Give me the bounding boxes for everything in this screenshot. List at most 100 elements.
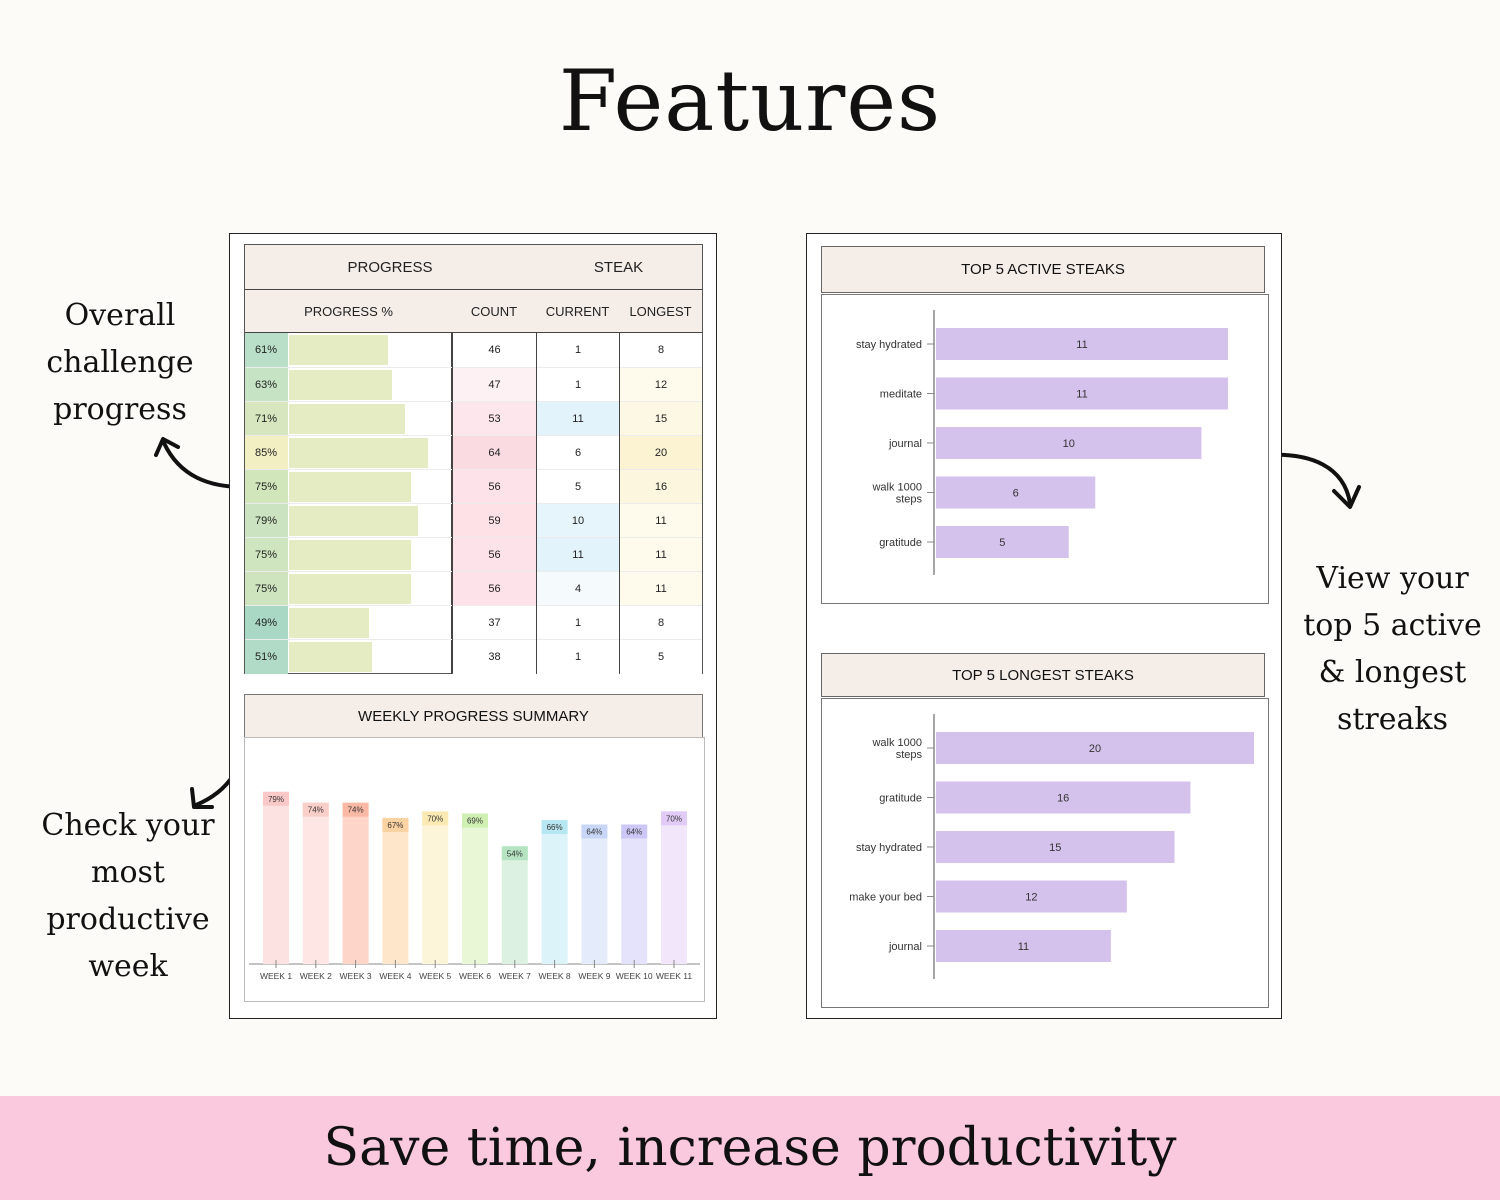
top-active-title: TOP 5 ACTIVE STEAKS xyxy=(821,246,1265,293)
progress-pct-cell: 71% xyxy=(245,402,288,436)
weekly-bar xyxy=(382,817,409,964)
weekly-tick-label: WEEK 8 xyxy=(539,971,571,981)
weekly-bar-label-bg xyxy=(263,791,289,806)
weekly-bar xyxy=(621,824,648,964)
header-count: COUNT xyxy=(452,290,536,332)
streak-bar xyxy=(936,732,1254,764)
table-row: 61% 46 1 8 xyxy=(245,333,702,367)
current-cell: 5 xyxy=(537,470,619,504)
longest-cell: 8 xyxy=(620,333,702,367)
progress-bar-cell xyxy=(288,402,452,436)
weekly-bar-label-bg xyxy=(621,824,648,839)
streak-category-label: journal xyxy=(888,438,922,450)
progress-panel: PROGRESS STEAK PROGRESS % COUNT CURRENT … xyxy=(229,233,717,1019)
top-longest-chart: 20 walk 1000 steps 16 gratitude 15 stay hydrat… xyxy=(821,698,1269,1008)
weekly-bar-label-bg xyxy=(382,817,409,832)
weekly-bar xyxy=(581,824,608,964)
table-row: 49% 37 1 8 xyxy=(245,605,702,640)
weekly-bar xyxy=(541,820,568,964)
header-streak: STEAK xyxy=(535,245,702,289)
longest-cell: 20 xyxy=(620,436,702,470)
progress-pct-cell: 51% xyxy=(245,640,288,674)
longest-cell: 15 xyxy=(620,402,702,436)
progress-pct-cell: 75% xyxy=(245,538,288,572)
streak-category-label: gratitude xyxy=(879,537,922,549)
progress-bar-cell xyxy=(288,368,452,402)
weekly-bar-label-bg xyxy=(462,813,488,828)
streak-bar xyxy=(936,781,1191,814)
weekly-tick-label: WEEK 11 xyxy=(656,971,692,981)
top-active-chart: 11 stay hydrated 11 meditate 10 journal 6 walk … xyxy=(821,294,1269,604)
streak-bar xyxy=(936,328,1228,360)
weekly-bar-label-bg xyxy=(501,846,528,861)
weekly-bar-label-bg xyxy=(541,820,568,835)
count-cell: 56 xyxy=(453,470,536,504)
streak-bar xyxy=(936,526,1069,558)
progress-pct-cell: 79% xyxy=(245,504,288,538)
count-cell: 53 xyxy=(453,402,536,436)
weekly-bar-label-bg xyxy=(302,802,329,817)
streak-category-label: meditate xyxy=(880,389,922,401)
caption-weekly-line: week xyxy=(88,949,168,984)
progress-bar-cell xyxy=(288,538,452,572)
progress-bar xyxy=(289,642,373,672)
streaks-panel: TOP 5 ACTIVE STEAKS 11 stay hydrated 11 med… xyxy=(806,233,1282,1019)
weekly-data-label: 66% xyxy=(547,823,563,832)
weekly-tick-label: WEEK 4 xyxy=(379,971,411,981)
count-cell: 56 xyxy=(453,572,536,606)
streak-category-label: walk 1000 xyxy=(871,482,922,494)
weekly-bar-label-bg xyxy=(422,811,449,826)
weekly-bar xyxy=(462,813,488,964)
weekly-tick-label: WEEK 6 xyxy=(459,971,491,981)
streak-bar xyxy=(936,880,1127,913)
current-cell: 10 xyxy=(537,504,619,538)
table-row: 51% 38 1 5 xyxy=(245,639,702,674)
streak-category-label: stay hydrated xyxy=(856,339,922,351)
header-progress: PROGRESS xyxy=(245,245,535,289)
current-cell: 4 xyxy=(537,572,619,606)
caption-overall-progress: Overall challenge progress xyxy=(30,292,210,433)
caption-top5-line: View your xyxy=(1316,561,1469,596)
streak-category-label: make your bed xyxy=(849,892,922,904)
progress-pct-cell: 63% xyxy=(245,368,288,402)
streak-category-label: stay hydrated xyxy=(856,842,922,854)
caption-top5-line: top 5 active xyxy=(1303,608,1482,643)
streak-category-label: walk 1000 xyxy=(871,737,922,749)
streak-bar xyxy=(936,377,1228,410)
weekly-data-label: 79% xyxy=(268,795,284,804)
table-row: 71% 53 11 15 xyxy=(245,401,702,436)
progress-bar xyxy=(289,438,428,468)
current-cell: 1 xyxy=(537,640,619,674)
streak-bar xyxy=(936,427,1202,459)
weekly-data-label: 74% xyxy=(348,806,364,815)
table-row: 75% 56 4 11 xyxy=(245,571,702,606)
progress-bar xyxy=(289,370,392,400)
progress-bar-cell xyxy=(288,333,452,367)
streak-bar xyxy=(936,831,1175,863)
count-cell: 64 xyxy=(453,436,536,470)
progress-bar xyxy=(289,574,412,604)
streak-value-label: 5 xyxy=(999,537,1005,549)
caption-top5-line: streaks xyxy=(1336,702,1448,737)
count-cell: 47 xyxy=(453,368,536,402)
count-cell: 46 xyxy=(453,333,536,367)
streak-value-label: 6 xyxy=(1013,488,1019,500)
streak-value-label: 16 xyxy=(1057,793,1069,805)
weekly-bar xyxy=(422,811,449,964)
progress-bar xyxy=(289,472,412,502)
current-cell: 11 xyxy=(537,538,619,572)
progress-bar-cell xyxy=(288,470,452,504)
weekly-bar-label-bg xyxy=(581,824,608,839)
weekly-tick-label: WEEK 9 xyxy=(578,971,610,981)
weekly-tick-label: WEEK 2 xyxy=(300,971,332,981)
count-cell: 59 xyxy=(453,504,536,538)
caption-weekly-line: most xyxy=(91,855,165,890)
current-cell: 1 xyxy=(537,333,619,367)
longest-cell: 11 xyxy=(620,538,702,572)
progress-pct-cell: 85% xyxy=(245,436,288,470)
progress-bar-cell xyxy=(288,640,452,674)
streak-bar xyxy=(936,930,1111,962)
caption-overall-line: challenge xyxy=(46,345,194,380)
progress-bar xyxy=(289,335,389,365)
weekly-data-label: 54% xyxy=(507,849,523,858)
